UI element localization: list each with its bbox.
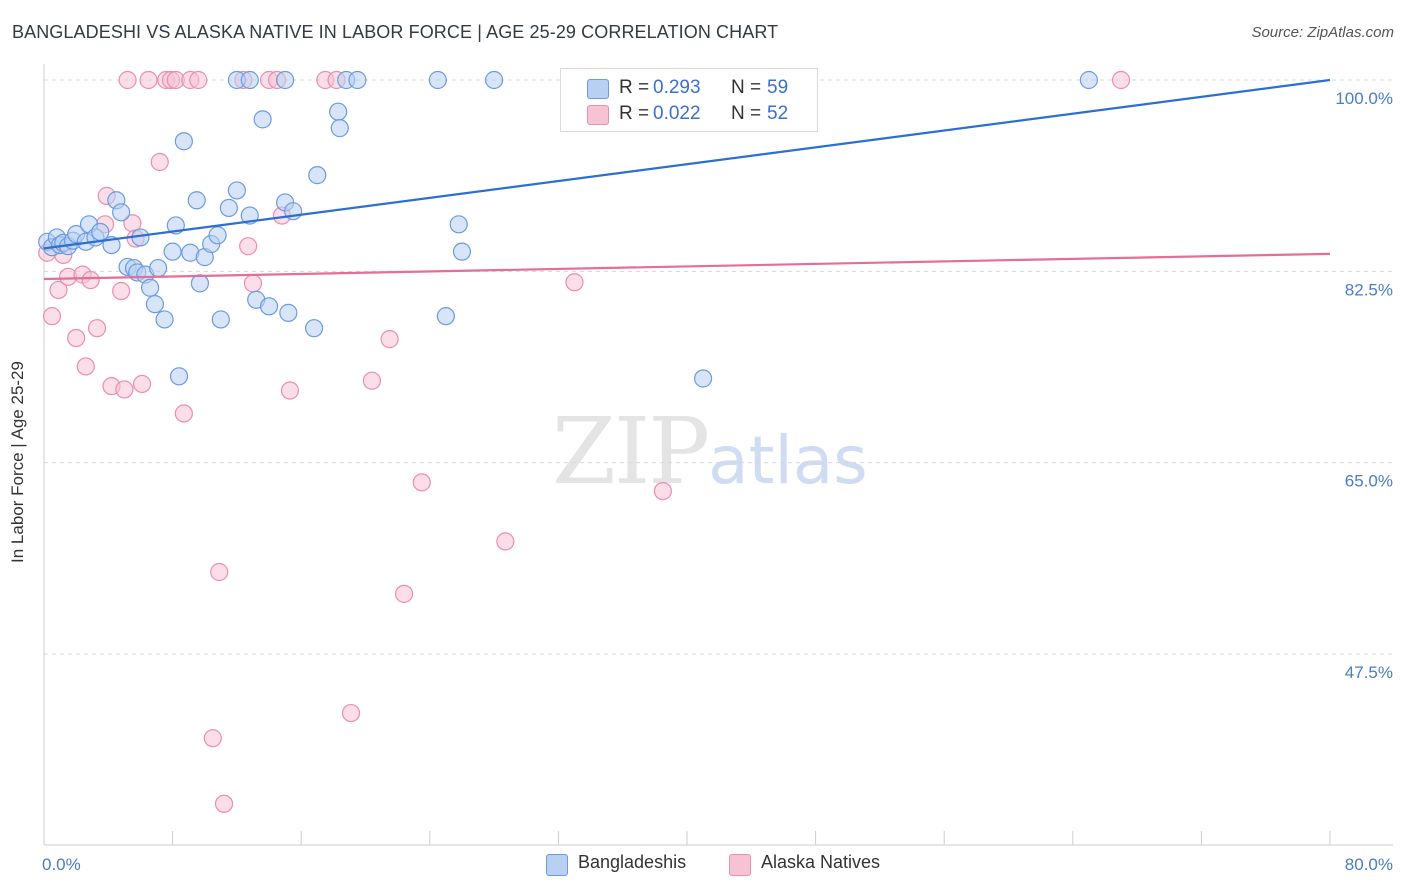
alaska-native-point xyxy=(239,237,258,256)
bangladeshi-point xyxy=(276,70,295,90)
watermark: ZIPatlas xyxy=(552,398,868,505)
legend-swatch-blue xyxy=(587,79,609,99)
bangladeshi-point xyxy=(149,258,168,278)
bangladeshi-point xyxy=(348,70,367,90)
alaska-native-point xyxy=(341,703,361,723)
alaska-native-trend-line xyxy=(43,252,1331,281)
alaska-native-point xyxy=(150,152,169,172)
bangladeshi-point xyxy=(449,215,468,234)
x-tick-label-min: 0.0% xyxy=(42,855,81,874)
bangladeshi-point xyxy=(1079,70,1098,90)
y-tick-label: 100.0% xyxy=(1335,89,1393,108)
legend-r-label: R = xyxy=(619,103,650,124)
chart-title: BANGLADESHI VS ALASKA NATIVE IN LABOR FO… xyxy=(12,22,779,42)
bangladeshi-point xyxy=(259,297,279,316)
bottom-legend-label: Bangladeshis xyxy=(578,852,687,872)
bangladeshi-point xyxy=(219,198,238,218)
source-label: Source: ZipAtlas.com xyxy=(1251,24,1394,41)
alaska-native-point xyxy=(81,270,100,290)
bangladeshi-point xyxy=(163,242,182,261)
bangladeshi-point xyxy=(145,295,165,314)
bangladeshi-point xyxy=(279,303,298,322)
bangladeshi-point xyxy=(329,102,348,121)
alaska-native-point xyxy=(653,481,672,501)
legend-n-label: N = xyxy=(731,77,762,98)
alaska-native-point xyxy=(118,70,137,90)
alaska-native-point xyxy=(174,404,193,423)
bangladeshi-trend-line xyxy=(43,78,1331,250)
legend-r-label: R = xyxy=(619,77,650,98)
bangladeshi-point xyxy=(240,70,259,90)
legend-n-value: 52 xyxy=(767,103,789,124)
bottom-legend-swatch-blue xyxy=(546,854,568,876)
bangladeshi-point xyxy=(304,319,324,338)
bangladeshi-point xyxy=(208,226,227,245)
alaska-native-point xyxy=(112,281,131,301)
legend-swatch-pink xyxy=(587,105,609,125)
alaska-native-point xyxy=(496,532,515,551)
bangladeshi-point xyxy=(169,367,189,386)
alaska-native-point xyxy=(139,70,158,90)
alaska-native-point xyxy=(1111,70,1131,90)
y-tick-label: 82.5% xyxy=(1345,280,1393,299)
bangladeshi-point xyxy=(211,310,230,329)
alaska-native-point xyxy=(380,330,399,349)
alaska-native-point xyxy=(362,371,382,390)
bangladeshi-point xyxy=(227,181,246,200)
watermark-zip: ZIP xyxy=(552,398,710,505)
bangladeshi-point xyxy=(693,369,713,388)
bangladeshi-point xyxy=(190,274,210,293)
alaska-native-point xyxy=(115,380,134,399)
bangladeshi-point xyxy=(308,166,327,185)
bangladeshi-point xyxy=(140,278,160,297)
alaska-native-point xyxy=(280,381,300,400)
alaska-native-point xyxy=(189,70,208,90)
x-tick-label-max: 80.0% xyxy=(1345,855,1393,874)
y-axis-label: In Labor Force | Age 25-29 xyxy=(8,361,27,563)
alaska-native-point xyxy=(42,307,62,326)
alaska-native-point xyxy=(243,274,263,293)
bangladeshi-point xyxy=(187,191,206,210)
bangladeshi-point xyxy=(253,110,272,129)
alaska-native-point xyxy=(394,584,414,603)
y-tick-label: 47.5% xyxy=(1345,663,1393,682)
bangladeshi-point xyxy=(112,203,131,222)
bottom-legend-label: Alaska Natives xyxy=(761,852,881,872)
bangladeshi-point xyxy=(174,132,193,151)
y-tick-label: 65.0% xyxy=(1345,472,1393,491)
alaska-native-point xyxy=(412,473,431,492)
watermark-atlas: atlas xyxy=(708,422,868,499)
alaska-native-point xyxy=(87,319,107,338)
legend-n-label: N = xyxy=(731,103,762,124)
bangladeshi-point xyxy=(330,119,349,138)
alaska-native-point xyxy=(67,328,86,348)
alaska-native-point xyxy=(210,562,229,582)
bangladeshi-point xyxy=(428,70,447,90)
alaska-native-point xyxy=(565,273,584,292)
alaska-native-point xyxy=(214,794,234,813)
legend-r-value: 0.022 xyxy=(653,103,701,124)
bangladeshi-point xyxy=(485,70,504,90)
alaska-native-point xyxy=(76,357,95,376)
bangladeshi-point xyxy=(436,307,455,326)
bangladeshi-point xyxy=(452,242,472,261)
stats-legend: R = 0.293 N = 59 R = 0.022 N = 52 xyxy=(560,68,818,132)
bottom-legend-swatch-pink xyxy=(729,854,751,876)
legend-n-value: 59 xyxy=(767,77,789,98)
alaska-native-point xyxy=(49,280,68,300)
alaska-native-point xyxy=(132,374,152,394)
bangladeshi-point xyxy=(155,310,174,329)
alaska-native-point xyxy=(203,729,222,748)
legend-r-value: 0.293 xyxy=(653,77,701,98)
